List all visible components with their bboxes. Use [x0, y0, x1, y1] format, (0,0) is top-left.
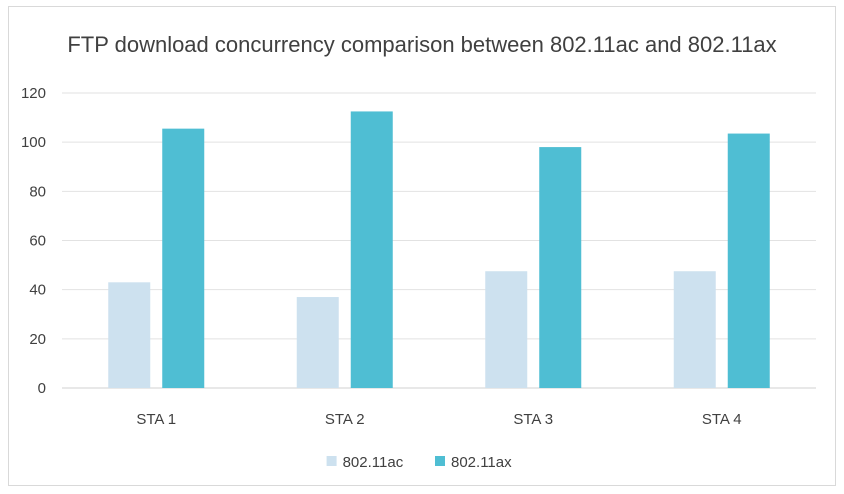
x-category-label: STA 1	[136, 411, 176, 428]
y-tick-label: 40	[29, 282, 46, 299]
bar-80211ax-sta1	[162, 128, 205, 389]
x-category-label: STA 3	[513, 411, 553, 428]
legend-swatch	[435, 456, 445, 466]
y-tick-label: 120	[21, 85, 46, 102]
bar-80211ax-sta3	[539, 147, 582, 388]
bar-80211ax-sta2	[350, 111, 393, 388]
x-category-label: STA 2	[325, 411, 365, 428]
y-tick-label: 100	[21, 134, 46, 151]
y-tick-label: 80	[29, 183, 46, 200]
bar-80211ac-sta3	[485, 271, 528, 388]
bar-80211ac-sta2	[296, 297, 339, 388]
legend-swatch	[326, 456, 337, 466]
chart-title: FTP download concurrency comparison betw…	[67, 32, 777, 57]
x-category-label: STA 4	[702, 411, 742, 428]
bar-80211ac-sta1	[108, 282, 151, 388]
legend-label: 802.11ac	[343, 454, 404, 471]
legend-label: 802.11ax	[451, 454, 512, 471]
y-tick-label: 0	[38, 380, 46, 397]
bar-80211ac-sta4	[673, 271, 716, 388]
bar-80211ax-sta4	[727, 133, 770, 388]
chart-frame	[8, 6, 836, 486]
y-tick-label: 60	[29, 233, 46, 250]
y-tick-label: 20	[29, 331, 46, 348]
